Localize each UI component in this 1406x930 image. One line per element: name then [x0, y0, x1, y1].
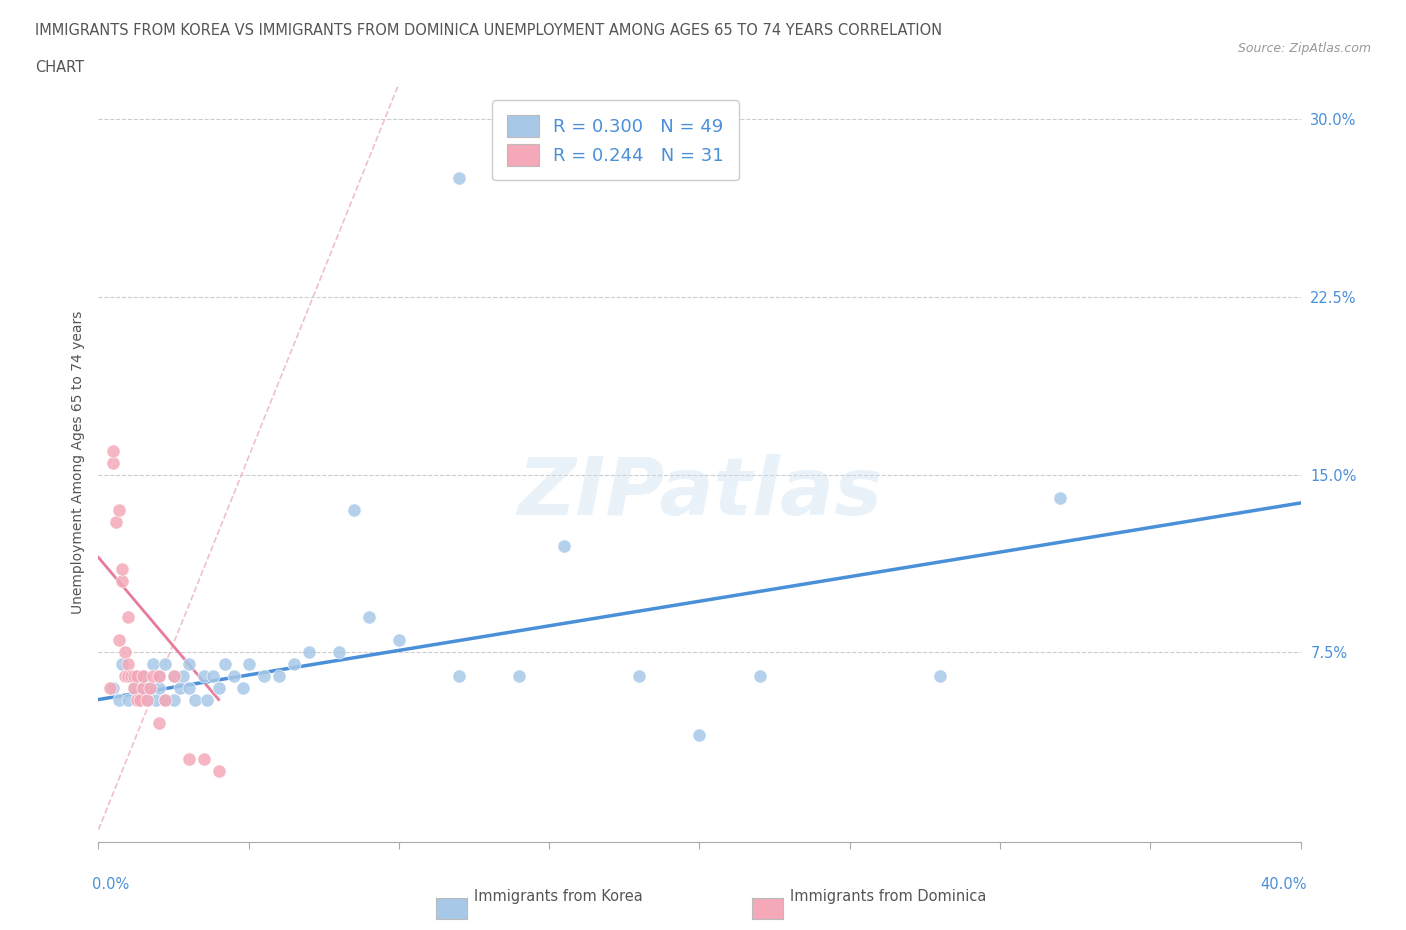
Point: [195, 692, 218, 707]
Point: [238, 657, 260, 671]
Text: CHART: CHART: [35, 60, 84, 75]
Text: ZIPatlas: ZIPatlas: [517, 454, 882, 532]
Point: [628, 669, 651, 684]
Point: [127, 669, 149, 684]
Legend: R = 0.300   N = 49, R = 0.244   N = 31: R = 0.300 N = 49, R = 0.244 N = 31: [492, 100, 738, 180]
Point: [222, 669, 245, 684]
Point: [111, 657, 134, 671]
Point: [100, 680, 122, 695]
Point: [388, 633, 411, 648]
Point: [688, 727, 710, 742]
Point: [135, 692, 157, 707]
Point: [214, 657, 236, 671]
Point: [129, 692, 152, 707]
Point: [183, 692, 205, 707]
Text: IMMIGRANTS FROM KOREA VS IMMIGRANTS FROM DOMINICA UNEMPLOYMENT AMONG AGES 65 TO : IMMIGRANTS FROM KOREA VS IMMIGRANTS FROM…: [35, 23, 942, 38]
Point: [169, 680, 191, 695]
Point: [127, 692, 149, 707]
Point: [108, 633, 131, 648]
Text: 0.0%: 0.0%: [93, 877, 129, 892]
Point: [267, 669, 290, 684]
Point: [177, 680, 200, 695]
Point: [1049, 491, 1071, 506]
Point: [193, 669, 215, 684]
Point: [447, 669, 470, 684]
Point: [141, 657, 163, 671]
Point: [148, 680, 170, 695]
Point: [129, 692, 152, 707]
Point: [108, 692, 131, 707]
Point: [193, 751, 215, 766]
Point: [508, 669, 530, 684]
Point: [124, 680, 146, 695]
Point: [138, 680, 160, 695]
Point: [177, 751, 200, 766]
Point: [132, 680, 155, 695]
Point: [328, 644, 350, 659]
Text: 40.0%: 40.0%: [1260, 877, 1306, 892]
Point: [148, 716, 170, 731]
Point: [105, 514, 128, 529]
Point: [121, 669, 143, 684]
Y-axis label: Unemployment Among Ages 65 to 74 years: Unemployment Among Ages 65 to 74 years: [70, 311, 84, 615]
Point: [132, 669, 155, 684]
Point: [114, 644, 136, 659]
Point: [135, 692, 157, 707]
Point: [153, 692, 176, 707]
Point: [103, 456, 125, 471]
Point: [138, 680, 160, 695]
Text: Source: ZipAtlas.com: Source: ZipAtlas.com: [1237, 42, 1371, 55]
Point: [124, 669, 146, 684]
Point: [148, 669, 170, 684]
Point: [357, 609, 380, 624]
Point: [117, 657, 139, 671]
Point: [103, 444, 125, 458]
Point: [153, 657, 176, 671]
Point: [748, 669, 770, 684]
Point: [117, 692, 139, 707]
Point: [117, 669, 139, 684]
Point: [153, 692, 176, 707]
Point: [253, 669, 276, 684]
Point: [208, 680, 231, 695]
Point: [132, 680, 155, 695]
Point: [103, 680, 125, 695]
Point: [117, 609, 139, 624]
Point: [172, 669, 194, 684]
Point: [145, 692, 167, 707]
Point: [343, 502, 366, 517]
Point: [162, 669, 184, 684]
Point: [124, 680, 146, 695]
Text: Immigrants from Korea: Immigrants from Korea: [474, 889, 643, 904]
Point: [114, 669, 136, 684]
Point: [298, 644, 321, 659]
Point: [108, 502, 131, 517]
Point: [283, 657, 305, 671]
Point: [929, 669, 952, 684]
Point: [111, 562, 134, 577]
Text: Immigrants from Dominica: Immigrants from Dominica: [790, 889, 987, 904]
Point: [162, 692, 184, 707]
Point: [447, 171, 470, 186]
Point: [201, 669, 224, 684]
Point: [162, 669, 184, 684]
Point: [553, 538, 575, 553]
Point: [232, 680, 254, 695]
Point: [148, 669, 170, 684]
Point: [141, 669, 163, 684]
Point: [132, 669, 155, 684]
Point: [177, 657, 200, 671]
Point: [117, 669, 139, 684]
Point: [127, 669, 149, 684]
Point: [208, 764, 231, 778]
Point: [111, 574, 134, 589]
